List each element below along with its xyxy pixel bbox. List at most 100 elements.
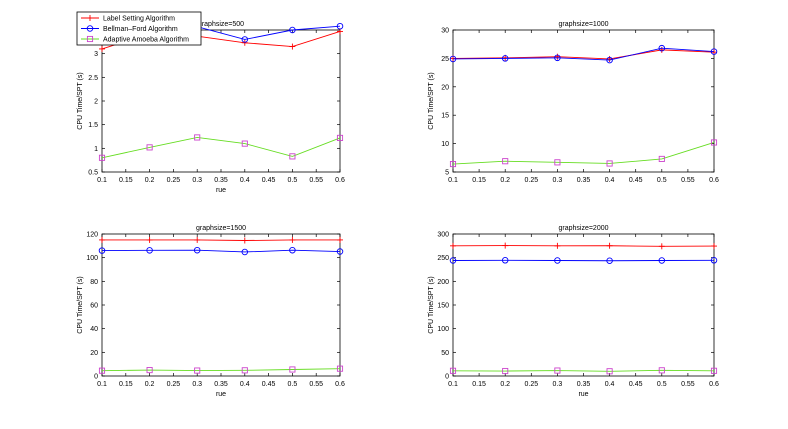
x-tick-label: 0.55 — [681, 177, 695, 184]
x-tick-label: 0.45 — [629, 381, 643, 388]
data-point — [502, 242, 509, 249]
x-tick-label: 0.1 — [448, 381, 458, 388]
series-line — [452, 245, 715, 247]
subplot-3: 0.1 0.15 0.2 0.25 0.3 0.35 0.4 0.45 0.5 0.55 0.6 0 2… — [77, 225, 345, 398]
y-tick-label: 0 — [94, 374, 98, 381]
plot-area — [101, 233, 341, 377]
data-point — [658, 367, 665, 374]
legend-label: Label Setting Algorithm — [103, 16, 175, 23]
y-tick-label: 2 — [94, 99, 98, 106]
y-tick-label: 20 — [441, 84, 449, 91]
data-point — [606, 257, 613, 264]
y-tick-label: 1 — [94, 146, 98, 153]
series-line — [102, 239, 340, 241]
series-line — [101, 136, 341, 159]
series-line — [452, 369, 715, 372]
data-point — [554, 242, 561, 249]
y-tick-label: 3 — [94, 51, 98, 58]
x-tick-label: 0.5 — [288, 381, 298, 388]
x-tick-label: 0.35 — [214, 177, 228, 184]
series-2 — [449, 44, 718, 64]
y-tick-label: 100 — [86, 255, 98, 262]
data-point — [99, 236, 105, 243]
series-3 — [449, 367, 718, 375]
series-3 — [98, 365, 344, 374]
x-tick-label: 0.2 — [145, 381, 155, 388]
x-tick-label: 0.15 — [472, 381, 486, 388]
x-tick-label: 0.35 — [214, 381, 228, 388]
data-point — [193, 246, 201, 254]
data-point — [554, 54, 561, 62]
data-point — [450, 242, 456, 249]
series-1 — [450, 242, 717, 250]
y-tick-label: 10 — [441, 141, 449, 148]
x-tick-label: 0.55 — [681, 381, 695, 388]
series-line — [101, 249, 341, 253]
x-axis-label: rue — [216, 391, 226, 398]
x-tick-label: 0.1 — [448, 177, 458, 184]
chart-title: graphsize=1500 — [196, 225, 246, 232]
y-tick-label: 2.5 — [88, 75, 98, 82]
x-tick-label: 0.3 — [553, 381, 563, 388]
x-tick-label: 0.5 — [657, 381, 667, 388]
x-tick-label: 0.25 — [167, 381, 181, 388]
data-point — [98, 247, 106, 254]
data-point — [146, 367, 153, 374]
y-tick-label: 40 — [90, 326, 98, 333]
plot-area — [101, 29, 341, 173]
chart-title: graphsize=500 — [198, 21, 244, 28]
data-point — [241, 367, 248, 374]
x-tick-label: 0.25 — [524, 381, 538, 388]
x-tick-label: 0.3 — [192, 177, 202, 184]
y-tick-label: 0 — [445, 374, 449, 381]
data-point — [449, 367, 457, 374]
legend-label: Adaptive Amoeba Algorithm — [103, 37, 189, 44]
data-point — [606, 242, 613, 249]
data-point — [710, 367, 718, 374]
legend-label: Bellman–Ford Algorithm — [103, 26, 178, 33]
data-point — [194, 236, 201, 243]
x-tick-label: 0.35 — [577, 177, 591, 184]
y-axis-label: CPU Time/SPT (s) — [428, 72, 435, 129]
x-tick-label: 0.1 — [97, 177, 107, 184]
data-point — [336, 365, 344, 372]
y-tick-label: 20 — [90, 350, 98, 357]
series-line — [452, 49, 715, 60]
x-tick-label: 0.6 — [709, 177, 719, 184]
y-tick-label: 60 — [90, 303, 98, 310]
data-point — [711, 243, 717, 250]
series-line — [452, 142, 715, 165]
series-1 — [99, 236, 343, 244]
y-tick-label: 5 — [445, 170, 449, 177]
y-axis-label: CPU Time/SPT (s) — [77, 276, 84, 333]
x-tick-label: 0.3 — [192, 381, 202, 388]
y-tick-label: 200 — [437, 279, 449, 286]
legend-entry: Bellman–Ford Algorithm — [81, 25, 178, 33]
data-point — [606, 368, 613, 375]
data-point — [336, 248, 344, 255]
x-tick-label: 0.4 — [605, 381, 615, 388]
subplots: 0.1 0.15 0.2 0.25 0.3 0.35 0.4 0.45 0.5 0.55 0.60.… — [77, 21, 719, 398]
data-point — [241, 140, 248, 147]
legend-marker — [86, 25, 94, 32]
data-point — [658, 44, 666, 52]
data-point — [710, 48, 718, 55]
data-point — [194, 134, 201, 141]
x-axis-label: rue — [578, 391, 588, 398]
data-point — [289, 153, 296, 160]
y-tick-label: 25 — [441, 56, 449, 63]
data-point — [449, 257, 457, 264]
data-point — [194, 367, 201, 374]
x-tick-label: 0.15 — [472, 177, 486, 184]
plot-area — [452, 29, 715, 173]
y-tick-label: 15 — [441, 113, 449, 120]
data-point — [554, 159, 561, 166]
data-point — [289, 236, 296, 243]
x-tick-label: 0.5 — [288, 177, 298, 184]
data-point — [710, 139, 718, 146]
data-point — [658, 257, 666, 264]
data-point — [146, 247, 153, 254]
series-line — [101, 368, 341, 372]
legend-marker — [86, 35, 94, 43]
